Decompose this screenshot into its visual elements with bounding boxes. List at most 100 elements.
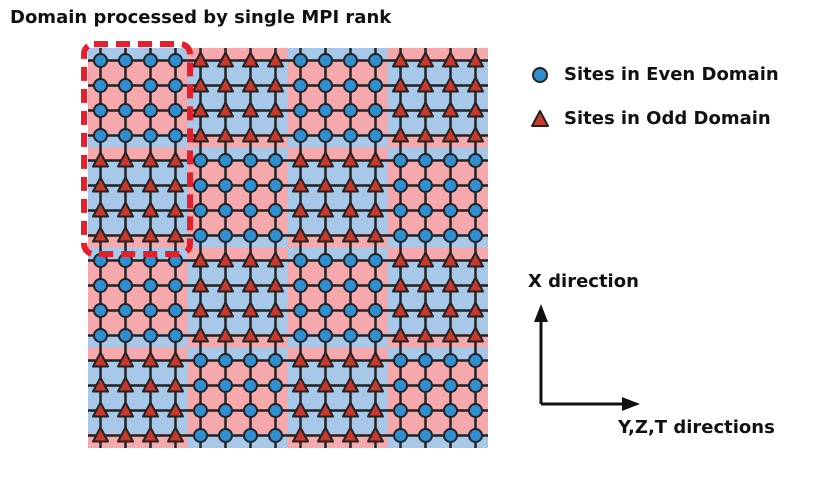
odd-site-triangle bbox=[342, 201, 359, 218]
odd-site-triangle bbox=[242, 276, 259, 293]
even-site-circle bbox=[168, 303, 183, 318]
odd-site-triangle bbox=[367, 151, 384, 168]
even-site-circle bbox=[168, 128, 183, 143]
even-site-circle bbox=[318, 278, 333, 293]
block-band bbox=[88, 48, 188, 62]
odd-site-triangle bbox=[392, 51, 409, 68]
even-site-circle bbox=[418, 203, 433, 218]
odd-site-triangle bbox=[142, 226, 159, 243]
even-site-circle bbox=[168, 103, 183, 118]
block-band bbox=[288, 234, 388, 248]
even-site-circle bbox=[443, 428, 458, 443]
odd-site-triangle bbox=[167, 226, 184, 243]
even-site-circle bbox=[118, 278, 133, 293]
even-site-circle bbox=[118, 328, 133, 343]
odd-site-triangle bbox=[167, 201, 184, 218]
odd-site-triangle bbox=[167, 426, 184, 443]
odd-site-triangle bbox=[292, 426, 309, 443]
odd-site-triangle bbox=[267, 101, 284, 118]
odd-site-triangle bbox=[192, 101, 209, 118]
odd-site-triangle bbox=[417, 51, 434, 68]
odd-site-triangle bbox=[92, 376, 109, 393]
even-site-circle bbox=[443, 228, 458, 243]
block-band bbox=[388, 48, 488, 62]
odd-site-triangle bbox=[342, 226, 359, 243]
even-site-circle bbox=[468, 153, 483, 168]
even-site-circle bbox=[193, 403, 208, 418]
yzt-direction-arrow bbox=[541, 397, 640, 411]
block-band bbox=[188, 334, 288, 348]
even-site-circle bbox=[268, 353, 283, 368]
block-band bbox=[88, 334, 188, 348]
even-site-circle bbox=[468, 353, 483, 368]
odd-site-triangle bbox=[442, 326, 459, 343]
diagram-title: Domain processed by single MPI rank bbox=[10, 7, 392, 28]
legend-even: Sites in Even Domain bbox=[530, 64, 779, 85]
odd-site-triangle bbox=[267, 51, 284, 68]
odd-site-triangle bbox=[367, 226, 384, 243]
even-site-circle bbox=[343, 328, 358, 343]
even-site-circle bbox=[218, 153, 233, 168]
odd-site-triangle bbox=[442, 101, 459, 118]
odd-site-triangle bbox=[317, 151, 334, 168]
even-site-circle bbox=[168, 328, 183, 343]
odd-site-triangle bbox=[467, 51, 484, 68]
odd-site-triangle bbox=[267, 326, 284, 343]
even-site-circle bbox=[418, 403, 433, 418]
even-site-circle bbox=[93, 128, 108, 143]
even-site-circle bbox=[268, 203, 283, 218]
even-site-circle bbox=[193, 378, 208, 393]
even-site-circle bbox=[93, 303, 108, 318]
even-site-circle bbox=[318, 303, 333, 318]
odd-site-triangle bbox=[117, 426, 134, 443]
even-site-circle bbox=[293, 253, 308, 268]
even-site-circle bbox=[168, 278, 183, 293]
odd-site-triangle bbox=[192, 276, 209, 293]
odd-site-triangle bbox=[292, 176, 309, 193]
even-site-circle bbox=[343, 128, 358, 143]
odd-site-triangle bbox=[467, 126, 484, 143]
even-site-circle bbox=[443, 203, 458, 218]
odd-site-triangle bbox=[117, 176, 134, 193]
odd-site-triangle bbox=[392, 276, 409, 293]
even-site-circle bbox=[293, 303, 308, 318]
even-site-circle bbox=[393, 353, 408, 368]
odd-site-triangle bbox=[92, 151, 109, 168]
even-site-circle bbox=[368, 303, 383, 318]
odd-site-triangle bbox=[317, 201, 334, 218]
even-site-circle bbox=[368, 78, 383, 93]
even-site-circle bbox=[218, 353, 233, 368]
even-site-circle bbox=[243, 153, 258, 168]
x-direction-arrow bbox=[534, 304, 548, 404]
even-site-circle bbox=[93, 278, 108, 293]
even-site-circle bbox=[418, 153, 433, 168]
even-site-circle bbox=[368, 103, 383, 118]
block-band bbox=[388, 334, 488, 348]
odd-site-triangle bbox=[342, 401, 359, 418]
even-site-circle bbox=[368, 278, 383, 293]
odd-site-triangle bbox=[392, 251, 409, 268]
odd-site-triangle bbox=[417, 251, 434, 268]
odd-site-triangle bbox=[142, 201, 159, 218]
even-site-circle bbox=[468, 428, 483, 443]
even-site-circle bbox=[293, 278, 308, 293]
block-band bbox=[388, 148, 488, 162]
even-site-circle bbox=[318, 53, 333, 68]
block-band bbox=[88, 434, 188, 448]
odd-site-triangle bbox=[392, 326, 409, 343]
odd-site-triangle bbox=[367, 376, 384, 393]
odd-site-triangle bbox=[442, 51, 459, 68]
odd-site-triangle bbox=[467, 101, 484, 118]
even-site-circle bbox=[318, 253, 333, 268]
even-site-circle bbox=[143, 103, 158, 118]
even-site-circle bbox=[343, 278, 358, 293]
odd-site-triangle bbox=[417, 326, 434, 343]
even-site-circle bbox=[243, 353, 258, 368]
odd-site-triangle bbox=[117, 376, 134, 393]
even-site-circle bbox=[318, 328, 333, 343]
odd-site-triangle bbox=[392, 126, 409, 143]
odd-site-triangle bbox=[317, 351, 334, 368]
even-site-circle bbox=[218, 228, 233, 243]
even-site-circle bbox=[443, 353, 458, 368]
even-site-circle bbox=[218, 203, 233, 218]
